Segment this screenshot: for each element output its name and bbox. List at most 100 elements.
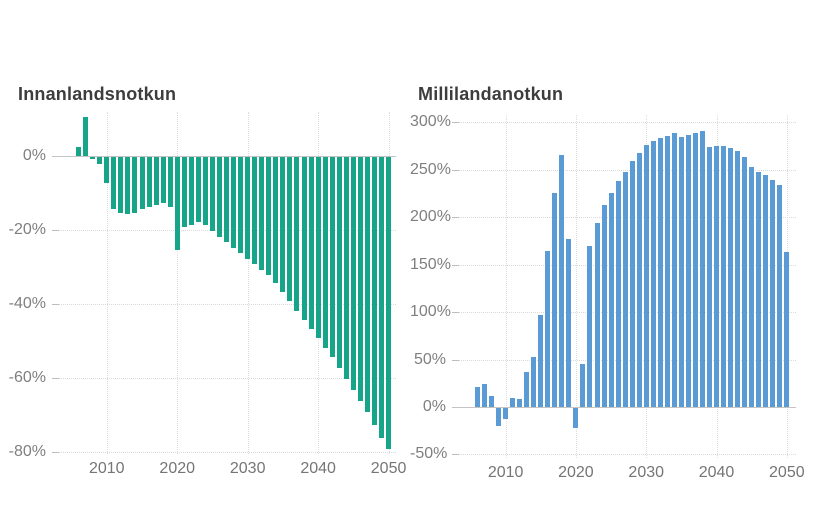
bar-2047[interactable] <box>763 175 769 407</box>
bar-2029[interactable] <box>636 152 642 407</box>
bar-2012[interactable] <box>118 157 124 213</box>
bar-2043[interactable] <box>735 150 741 407</box>
bar-2028[interactable] <box>231 157 237 248</box>
y-tick-label: -40% <box>8 295 46 312</box>
bar-2017[interactable] <box>552 193 558 407</box>
bar-2044[interactable] <box>742 157 748 407</box>
bar-2013[interactable] <box>524 371 530 407</box>
bar-2020[interactable] <box>573 408 579 428</box>
bar-2036[interactable] <box>685 134 691 407</box>
bar-2033[interactable] <box>664 135 670 407</box>
bar-2023[interactable] <box>195 157 201 222</box>
y-tick-label: 0% <box>422 398 446 415</box>
chart-title: Innanlandsnotkun <box>18 84 177 104</box>
bar-2042[interactable] <box>329 157 335 357</box>
bar-2031[interactable] <box>650 141 656 407</box>
bar-2046[interactable] <box>756 171 762 407</box>
bar-2030[interactable] <box>643 145 649 407</box>
bar-2026[interactable] <box>615 181 621 407</box>
bar-2038[interactable] <box>699 130 705 407</box>
bar-2028[interactable] <box>629 161 635 407</box>
bar-2045[interactable] <box>350 157 356 391</box>
bar-2038[interactable] <box>301 157 307 320</box>
bar-2041[interactable] <box>721 146 727 407</box>
bar-2010[interactable] <box>104 157 110 183</box>
bar-2021[interactable] <box>580 364 586 407</box>
bar-2008[interactable] <box>90 157 96 159</box>
bar-2022[interactable] <box>188 157 194 226</box>
bar-2024[interactable] <box>601 204 607 407</box>
bar-2034[interactable] <box>671 132 677 407</box>
bar-2048[interactable] <box>770 180 776 407</box>
y-tick-label: 100% <box>410 303 451 321</box>
bar-2049[interactable] <box>379 157 385 439</box>
bar-2014[interactable] <box>132 157 138 213</box>
bar-2010[interactable] <box>503 408 509 420</box>
bar-2047[interactable] <box>364 157 370 413</box>
bar-2018[interactable] <box>559 154 565 407</box>
bar-2016[interactable] <box>146 157 152 207</box>
bar-2015[interactable] <box>538 314 544 407</box>
bar-2009[interactable] <box>97 157 103 165</box>
bar-2017[interactable] <box>153 157 159 206</box>
bar-2030[interactable] <box>245 157 251 259</box>
bar-2037[interactable] <box>692 132 698 407</box>
bar-2006[interactable] <box>475 387 480 407</box>
bar-2021[interactable] <box>181 157 187 228</box>
bar-2048[interactable] <box>371 157 377 426</box>
bar-2033[interactable] <box>266 157 272 276</box>
bar-2022[interactable] <box>587 245 593 407</box>
bar-2040[interactable] <box>714 146 720 407</box>
x-tick-label: 2010 <box>487 464 524 481</box>
bar-2034[interactable] <box>273 157 279 283</box>
bar-2043[interactable] <box>336 157 342 368</box>
bar-2036[interactable] <box>287 157 293 302</box>
bar-2015[interactable] <box>139 157 145 209</box>
bar-2027[interactable] <box>622 171 628 407</box>
bar-2020[interactable] <box>174 157 180 250</box>
bar-2029[interactable] <box>238 157 244 254</box>
bar-2023[interactable] <box>594 222 600 407</box>
bar-2032[interactable] <box>657 138 663 407</box>
bar-2027[interactable] <box>224 157 230 243</box>
bar-2011[interactable] <box>510 397 516 407</box>
bar-2037[interactable] <box>294 157 300 311</box>
bar-2009[interactable] <box>496 408 502 427</box>
y-tick-mark <box>52 452 59 453</box>
bar-2018[interactable] <box>160 157 166 204</box>
bar-2045[interactable] <box>749 166 755 407</box>
x-tick-label: 2020 <box>558 464 594 481</box>
bar-2035[interactable] <box>678 136 684 407</box>
bar-2046[interactable] <box>357 157 363 402</box>
bar-2050[interactable] <box>784 252 790 407</box>
bar-2025[interactable] <box>209 157 215 231</box>
bar-2024[interactable] <box>202 157 208 226</box>
bar-2013[interactable] <box>125 157 131 215</box>
bar-2031[interactable] <box>252 157 258 265</box>
bar-2049[interactable] <box>777 184 783 407</box>
bar-2039[interactable] <box>308 157 314 330</box>
bar-2040[interactable] <box>315 157 321 339</box>
bar-2007[interactable] <box>83 117 89 156</box>
bar-2050[interactable] <box>386 157 392 450</box>
bar-2016[interactable] <box>545 251 551 407</box>
y-tick-mark <box>452 454 459 456</box>
bar-2026[interactable] <box>217 157 222 237</box>
bar-2035[interactable] <box>280 157 286 293</box>
bar-2019[interactable] <box>566 239 572 407</box>
y-grid-line <box>453 122 796 124</box>
bar-2019[interactable] <box>167 157 173 207</box>
bar-2039[interactable] <box>706 146 712 407</box>
bar-2032[interactable] <box>259 157 265 270</box>
bar-2007[interactable] <box>482 384 488 407</box>
bar-2041[interactable] <box>322 157 328 348</box>
bar-2044[interactable] <box>343 157 349 379</box>
bar-2011[interactable] <box>111 157 117 209</box>
x-tick-label: 2050 <box>769 464 805 481</box>
bar-2012[interactable] <box>517 399 523 407</box>
bar-2006[interactable] <box>76 146 82 156</box>
bar-2025[interactable] <box>608 192 614 407</box>
bar-2008[interactable] <box>489 395 495 407</box>
bar-2014[interactable] <box>531 356 537 407</box>
bar-2042[interactable] <box>728 147 734 407</box>
